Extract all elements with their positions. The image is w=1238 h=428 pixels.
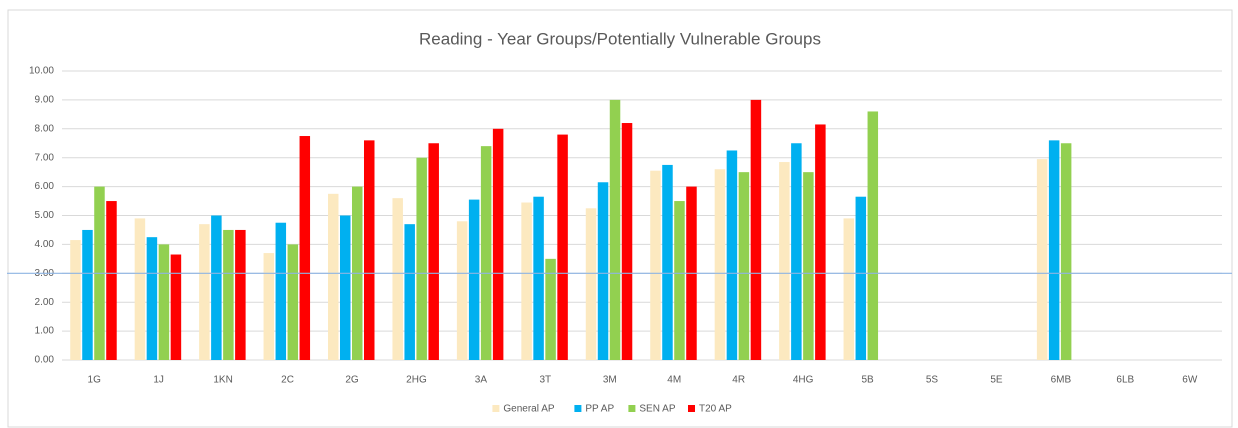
y-tick-label: 0.00: [35, 355, 55, 366]
bar: [364, 140, 375, 360]
legend-label: PP AP: [585, 404, 614, 415]
legend-label: SEN AP: [639, 404, 675, 415]
x-tick-label: 6MB: [1051, 375, 1072, 386]
y-tick-label: 1.00: [35, 326, 55, 337]
x-tick-label: 5S: [926, 375, 939, 386]
bar: [428, 143, 439, 360]
x-tick-label: 2G: [345, 375, 359, 386]
y-tick-label: 4.00: [35, 239, 55, 250]
legend-label: General AP: [503, 404, 554, 415]
x-tick-label: 5B: [861, 375, 874, 386]
bar: [106, 201, 117, 360]
bar: [726, 150, 738, 360]
bar: [557, 134, 568, 360]
bar: [750, 99, 762, 361]
bar: [235, 229, 246, 360]
x-tick-label: 3T: [539, 375, 551, 386]
bar: [170, 254, 182, 360]
chart-title: Reading - Year Groups/Potentially Vulner…: [419, 29, 821, 48]
bar: [392, 198, 403, 360]
bar: [199, 224, 210, 360]
bar: [70, 240, 81, 360]
bar: [416, 157, 427, 360]
bar: [621, 123, 633, 361]
bar: [328, 193, 339, 360]
bar: [468, 199, 480, 360]
x-tick-label: 4R: [732, 375, 745, 386]
bar: [158, 244, 170, 360]
bar: [855, 196, 867, 360]
legend-swatch: [492, 405, 500, 412]
x-tick-label: 6LB: [1116, 375, 1134, 386]
y-tick-label: 6.00: [35, 181, 55, 192]
x-tick-label: 3A: [475, 375, 488, 386]
y-tick-label: 5.00: [35, 210, 55, 221]
x-tick-label: 4M: [667, 375, 681, 386]
bar: [146, 237, 158, 360]
bar: [404, 224, 415, 360]
bar: [287, 244, 299, 360]
bar: [263, 253, 275, 360]
bar: [1048, 140, 1060, 360]
bar: [597, 182, 609, 360]
y-tick-label: 10.00: [29, 66, 54, 77]
x-tick-label: 2HG: [406, 375, 427, 386]
y-tick-label: 9.00: [35, 95, 55, 106]
bar: [609, 99, 621, 361]
bar: [521, 202, 532, 360]
bar: [803, 172, 814, 360]
bar: [480, 146, 492, 360]
y-tick-label: 7.00: [35, 152, 55, 163]
bar: [738, 172, 750, 360]
bar: [299, 136, 311, 360]
y-tick-label: 8.00: [35, 123, 55, 134]
bar: [533, 196, 544, 360]
bar: [340, 215, 351, 360]
bar: [275, 222, 287, 360]
bar: [843, 218, 855, 360]
bar: [492, 128, 504, 360]
bar: [650, 170, 661, 360]
legend-swatch: [574, 405, 582, 412]
bar: [223, 229, 234, 360]
bar: [456, 221, 468, 360]
legend-swatch: [628, 405, 636, 412]
x-tick-label: 5E: [990, 375, 1003, 386]
x-tick-label: 4HG: [793, 375, 814, 386]
bar: [815, 124, 826, 360]
x-tick-label: 2C: [281, 375, 294, 386]
bar: [867, 111, 879, 361]
bar: [714, 169, 726, 360]
bar: [779, 162, 790, 360]
bar: [134, 218, 146, 360]
legend-swatch: [688, 405, 695, 412]
bar: [211, 215, 222, 360]
bar: [585, 208, 597, 360]
x-tick-label: 1J: [153, 375, 164, 386]
x-tick-label: 1G: [88, 375, 102, 386]
x-tick-label: 3M: [603, 375, 617, 386]
legend-label: T20 AP: [699, 404, 732, 415]
bar: [82, 229, 93, 360]
bar: [791, 143, 802, 360]
y-tick-label: 2.00: [35, 297, 55, 308]
bar: [674, 201, 685, 360]
bar: [662, 164, 673, 360]
bar: [1036, 159, 1048, 360]
bar: [1060, 143, 1072, 360]
bar: [545, 258, 556, 360]
x-tick-label: 1KN: [213, 375, 232, 386]
x-tick-label: 6W: [1182, 375, 1198, 386]
